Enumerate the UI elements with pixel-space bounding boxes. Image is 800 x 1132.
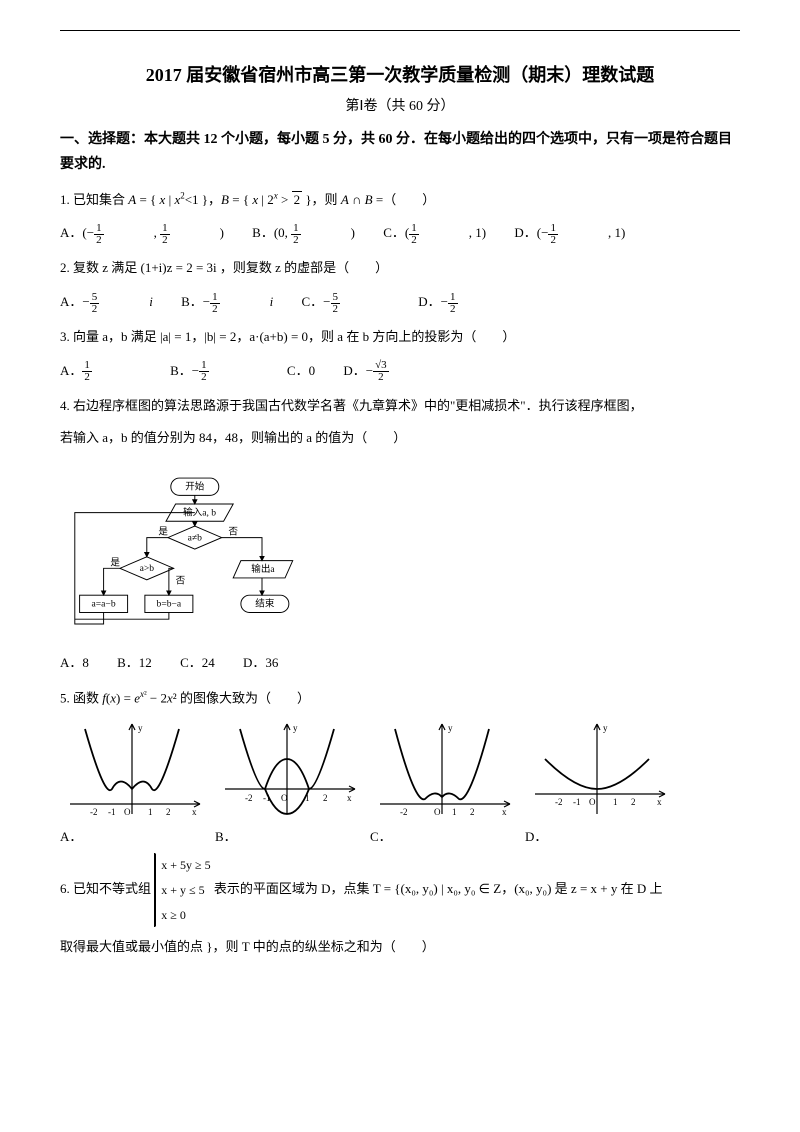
q5-label-d: D． bbox=[525, 826, 547, 845]
question-1: 1. 已知集合 A = { x | x2<1 }，B = { x | 2x > … bbox=[60, 187, 740, 212]
svg-text:O: O bbox=[281, 793, 288, 803]
svg-text:-2: -2 bbox=[555, 797, 563, 807]
q5-label-a: A． bbox=[60, 826, 82, 845]
svg-text:x: x bbox=[347, 793, 352, 803]
svg-text:a=a−b: a=a−b bbox=[92, 599, 116, 610]
svg-text:-2: -2 bbox=[245, 793, 253, 803]
q3-opt-d: D．−√32 bbox=[343, 363, 438, 378]
question-2: 2. 复数 z 满足 (1+i)z = 2 = 3i ，则复数 z 的虚部是（ … bbox=[60, 256, 740, 281]
q5-label-c: C． bbox=[370, 826, 392, 845]
svg-text:O: O bbox=[589, 797, 596, 807]
svg-text:x: x bbox=[502, 807, 507, 817]
q6-mid: 表示的平面区域为 D，点集 T = {(x₀, y₀) | x₀, y₀ ∈ Z… bbox=[214, 881, 663, 896]
q3-options: A．12 B．−12 C．0 D．−√32 bbox=[60, 358, 740, 384]
question-6: 6. 已知不等式组 x + 5y ≥ 5 x + y ≤ 5 x ≥ 0 表示的… bbox=[60, 853, 740, 927]
q3-opt-c: C．0 bbox=[287, 363, 315, 378]
svg-text:2: 2 bbox=[470, 807, 475, 817]
svg-text:-2: -2 bbox=[400, 807, 408, 817]
q1-options: A．(−12, 12) B．(0, 12) C．(12, 1) D．(−12, … bbox=[60, 220, 740, 246]
q6-pre: 6. 已知不等式组 bbox=[60, 881, 151, 896]
svg-text:x: x bbox=[192, 807, 197, 817]
question-4-line1: 4. 右边程序框图的算法思路源于我国古代数学名著《九章算术》中的"更相减损术"．… bbox=[60, 394, 740, 419]
q1-opt-d: D．(−12, 1) bbox=[514, 225, 625, 240]
q1-opt-c: C．(12, 1) bbox=[383, 225, 486, 240]
q5-graphs: -2 -1 O 1 2 y x A． -2 -1 O 1 2 y x B． bbox=[60, 719, 740, 845]
svg-text:y: y bbox=[293, 723, 298, 733]
svg-text:O: O bbox=[124, 807, 131, 817]
svg-text:a>b: a>b bbox=[140, 563, 155, 574]
svg-text:输出a: 输出a bbox=[251, 563, 275, 575]
q4-opt-b: B．12 bbox=[117, 655, 152, 670]
q5-graph-a: -2 -1 O 1 2 y x A． bbox=[60, 719, 205, 845]
svg-text:1: 1 bbox=[613, 797, 618, 807]
q3-opt-a: A．12 bbox=[60, 363, 142, 378]
q5-graph-b: -2 -1 O 1 2 y x B． bbox=[215, 719, 360, 845]
svg-text:-2: -2 bbox=[90, 807, 98, 817]
svg-text:x: x bbox=[657, 797, 662, 807]
svg-text:-1: -1 bbox=[263, 793, 271, 803]
svg-text:2: 2 bbox=[323, 793, 328, 803]
top-divider bbox=[60, 30, 740, 31]
q5-graph-d: -2 -1 O 1 2 y x D． bbox=[525, 719, 670, 845]
svg-text:1: 1 bbox=[452, 807, 457, 817]
question-6-end: 取得最大值或最小值的点 }，则 T 中的点的纵坐标之和为（ ） bbox=[60, 935, 740, 960]
q2-opt-d: D．−12 bbox=[418, 294, 507, 309]
svg-text:1: 1 bbox=[305, 793, 310, 803]
svg-text:2: 2 bbox=[631, 797, 636, 807]
question-3: 3. 向量 a，b 满足 |a| = 1，|b| = 2，a·(a+b) = 0… bbox=[60, 325, 740, 350]
exam-title: 2017 届安徽省宿州市高三第一次教学质量检测（期末）理数试题 bbox=[60, 61, 740, 87]
q1-opt-a: A．(−12, 12) bbox=[60, 225, 224, 240]
svg-text:-1: -1 bbox=[108, 807, 116, 817]
q2-opt-b: B．−12i bbox=[181, 294, 273, 309]
q4-opt-a: A．8 bbox=[60, 655, 89, 670]
svg-text:是: 是 bbox=[110, 558, 120, 569]
q6-system: x + 5y ≥ 5 x + y ≤ 5 x ≥ 0 bbox=[154, 853, 210, 927]
svg-text:否: 否 bbox=[176, 576, 186, 587]
svg-text:1: 1 bbox=[148, 807, 153, 817]
question-4-line2: 若输入 a，b 的值分别为 84，48，则输出的 a 的值为（ ） bbox=[60, 426, 740, 451]
q1-text: 1. 已知集合 A = { x | x2<1 }，B = { x | 2x > … bbox=[60, 192, 435, 207]
section-header: 一、选择题：本大题共 12 个小题，每小题 5 分，共 60 分．在每小题给出的… bbox=[60, 127, 740, 177]
svg-text:y: y bbox=[138, 723, 143, 733]
flowchart-diagram: 开始 输入a, b a≠b a>b 输出a a=a−b b=b−a 结束 是 否… bbox=[70, 467, 310, 637]
svg-text:y: y bbox=[448, 723, 453, 733]
svg-text:b=b−a: b=b−a bbox=[157, 599, 182, 610]
q4-opt-d: D．36 bbox=[243, 655, 278, 670]
svg-text:-1: -1 bbox=[573, 797, 581, 807]
q3-opt-b: B．−12 bbox=[170, 363, 259, 378]
q4-opt-c: C．24 bbox=[180, 655, 215, 670]
svg-text:y: y bbox=[603, 723, 608, 733]
q5-label-b: B． bbox=[215, 826, 237, 845]
q5-graph-c: -2 O 1 2 y x C． bbox=[370, 719, 515, 845]
exam-subtitle: 第Ⅰ卷（共 60 分） bbox=[60, 95, 740, 115]
q2-options: A．−52i B．−12i C．−52 D．−12 bbox=[60, 289, 740, 315]
svg-text:2: 2 bbox=[166, 807, 171, 817]
q1-opt-b: B．(0, 12) bbox=[252, 225, 355, 240]
q2-opt-c: C．−52 bbox=[302, 294, 391, 309]
svg-text:a≠b: a≠b bbox=[188, 533, 203, 544]
svg-text:开始: 开始 bbox=[185, 481, 205, 493]
svg-text:否: 否 bbox=[228, 527, 238, 538]
svg-text:结束: 结束 bbox=[255, 598, 275, 610]
q4-options: A．8 B．12 C．24 D．36 bbox=[60, 650, 740, 676]
svg-text:是: 是 bbox=[158, 527, 168, 538]
svg-text:O: O bbox=[434, 807, 441, 817]
question-5: 5. 函数 f(x) = ex² − 2x² 的图像大致为（ ） bbox=[60, 686, 740, 711]
q2-opt-a: A．−52i bbox=[60, 294, 153, 309]
